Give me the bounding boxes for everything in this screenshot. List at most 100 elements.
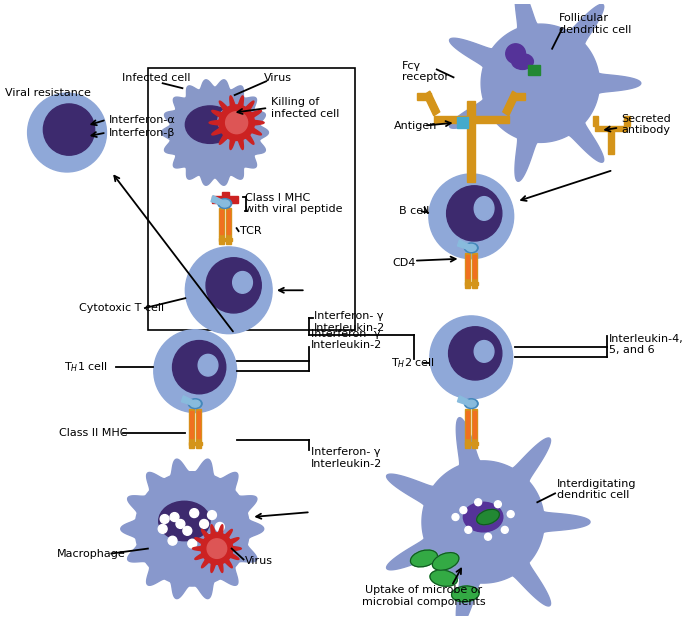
Text: Virus: Virus: [264, 73, 292, 83]
FancyBboxPatch shape: [608, 128, 614, 154]
Text: Interdigitating
dendritic cell: Interdigitating dendritic cell: [557, 479, 636, 500]
FancyBboxPatch shape: [458, 117, 468, 128]
Circle shape: [506, 44, 526, 63]
Circle shape: [176, 520, 185, 528]
Circle shape: [429, 174, 514, 259]
Polygon shape: [458, 240, 469, 250]
Polygon shape: [424, 91, 440, 116]
FancyBboxPatch shape: [220, 210, 223, 234]
Circle shape: [207, 539, 227, 559]
Circle shape: [206, 258, 261, 313]
FancyBboxPatch shape: [466, 253, 470, 280]
Text: Interferon- γ
Interleukin-2: Interferon- γ Interleukin-2: [311, 329, 382, 350]
Circle shape: [216, 523, 224, 531]
Ellipse shape: [232, 272, 253, 293]
Circle shape: [188, 539, 197, 548]
FancyBboxPatch shape: [219, 236, 224, 244]
FancyBboxPatch shape: [473, 440, 477, 448]
FancyBboxPatch shape: [189, 409, 194, 440]
Ellipse shape: [430, 570, 457, 587]
Circle shape: [27, 93, 106, 172]
FancyBboxPatch shape: [473, 280, 477, 288]
Ellipse shape: [464, 399, 478, 409]
Ellipse shape: [474, 197, 494, 220]
FancyBboxPatch shape: [466, 440, 470, 448]
Ellipse shape: [474, 340, 494, 362]
Ellipse shape: [190, 401, 200, 407]
Circle shape: [172, 340, 226, 394]
Polygon shape: [162, 80, 268, 185]
FancyBboxPatch shape: [473, 253, 477, 280]
Text: Infected cell: Infected cell: [122, 73, 190, 83]
Text: CD4: CD4: [393, 258, 416, 268]
Text: Interferon- γ
Interleukin-2: Interferon- γ Interleukin-2: [311, 447, 382, 469]
Polygon shape: [386, 418, 590, 620]
Ellipse shape: [477, 510, 499, 525]
FancyBboxPatch shape: [219, 238, 232, 241]
FancyBboxPatch shape: [227, 210, 230, 234]
Circle shape: [430, 316, 512, 399]
Circle shape: [160, 515, 169, 523]
Ellipse shape: [466, 244, 476, 251]
FancyBboxPatch shape: [197, 410, 200, 438]
Text: Virus: Virus: [244, 556, 272, 567]
FancyBboxPatch shape: [473, 255, 476, 278]
Circle shape: [190, 508, 199, 518]
Circle shape: [225, 112, 248, 134]
Ellipse shape: [159, 501, 210, 541]
Polygon shape: [211, 196, 223, 205]
FancyBboxPatch shape: [466, 410, 469, 438]
FancyBboxPatch shape: [196, 409, 201, 440]
Circle shape: [508, 511, 514, 518]
Circle shape: [207, 511, 216, 520]
FancyBboxPatch shape: [212, 196, 222, 203]
Circle shape: [183, 526, 192, 535]
Circle shape: [206, 534, 214, 543]
Ellipse shape: [512, 54, 533, 69]
FancyBboxPatch shape: [190, 410, 193, 438]
Circle shape: [465, 526, 472, 533]
Circle shape: [452, 513, 459, 521]
Polygon shape: [181, 396, 193, 405]
Circle shape: [199, 520, 209, 528]
Polygon shape: [458, 396, 469, 405]
FancyBboxPatch shape: [466, 282, 478, 285]
FancyBboxPatch shape: [222, 192, 229, 208]
FancyBboxPatch shape: [189, 442, 202, 445]
Text: Uptake of microbe or
microbial components: Uptake of microbe or microbial component…: [362, 585, 486, 607]
Circle shape: [475, 499, 482, 506]
Ellipse shape: [447, 193, 495, 231]
Circle shape: [447, 186, 502, 241]
Polygon shape: [193, 525, 242, 572]
Polygon shape: [121, 459, 264, 598]
Ellipse shape: [186, 106, 234, 143]
Ellipse shape: [410, 550, 438, 567]
Circle shape: [186, 247, 272, 334]
Text: T$_H$2 cell: T$_H$2 cell: [391, 356, 435, 370]
FancyBboxPatch shape: [466, 409, 470, 440]
Ellipse shape: [198, 355, 218, 376]
FancyBboxPatch shape: [196, 440, 201, 448]
Circle shape: [494, 501, 501, 508]
FancyBboxPatch shape: [592, 116, 598, 126]
Ellipse shape: [466, 401, 476, 407]
FancyBboxPatch shape: [219, 208, 224, 236]
Ellipse shape: [218, 109, 239, 133]
FancyBboxPatch shape: [468, 101, 475, 182]
FancyBboxPatch shape: [596, 126, 627, 131]
FancyBboxPatch shape: [624, 116, 630, 126]
Ellipse shape: [433, 552, 459, 570]
Text: Fcγ
receptor: Fcγ receptor: [402, 61, 449, 82]
Text: B cell: B cell: [399, 206, 430, 216]
Text: Interferon- γ
Interleukin-2: Interferon- γ Interleukin-2: [314, 311, 385, 333]
FancyBboxPatch shape: [528, 66, 540, 76]
FancyBboxPatch shape: [228, 196, 237, 203]
Ellipse shape: [452, 586, 479, 602]
FancyBboxPatch shape: [473, 409, 477, 440]
Ellipse shape: [208, 270, 253, 305]
Text: Class I MHC
with viral peptide: Class I MHC with viral peptide: [244, 193, 342, 215]
Ellipse shape: [464, 243, 478, 253]
Circle shape: [449, 327, 502, 380]
FancyBboxPatch shape: [473, 410, 476, 438]
Text: Interferon-β: Interferon-β: [108, 128, 175, 138]
